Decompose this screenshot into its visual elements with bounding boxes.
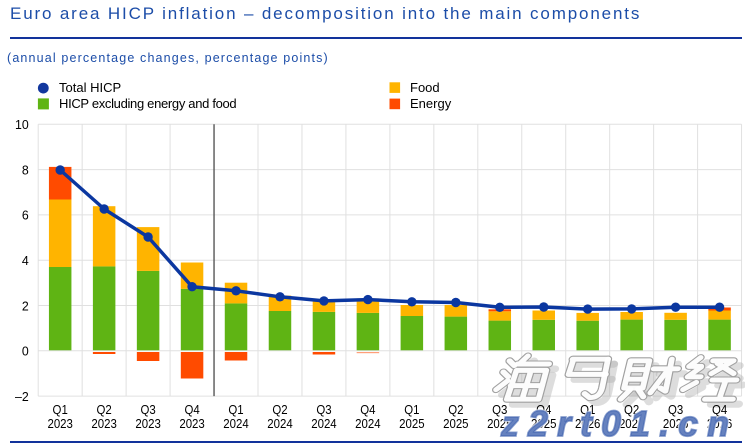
svg-text:2025: 2025 xyxy=(399,417,425,432)
svg-text:2023: 2023 xyxy=(135,417,161,432)
svg-text:2024: 2024 xyxy=(267,417,293,432)
svg-text:2026: 2026 xyxy=(663,417,689,432)
svg-text:Q2: Q2 xyxy=(97,402,112,417)
svg-text:Q3: Q3 xyxy=(668,402,683,417)
svg-text:Q4: Q4 xyxy=(360,402,375,417)
svg-text:Q4: Q4 xyxy=(536,402,551,417)
svg-text:2023: 2023 xyxy=(179,417,205,432)
svg-text:4: 4 xyxy=(22,254,29,268)
svg-text:2026: 2026 xyxy=(707,417,733,432)
svg-text:Q2: Q2 xyxy=(448,402,463,417)
svg-text:Q1: Q1 xyxy=(228,402,243,417)
svg-text:Q4: Q4 xyxy=(184,402,199,417)
svg-text:Q2: Q2 xyxy=(272,402,287,417)
svg-text:6: 6 xyxy=(22,208,29,222)
svg-text:Q4: Q4 xyxy=(712,402,727,417)
svg-text:2024: 2024 xyxy=(355,417,381,432)
svg-text:Q3: Q3 xyxy=(492,402,507,417)
svg-text:–2: –2 xyxy=(15,390,29,404)
svg-text:2024: 2024 xyxy=(311,417,337,432)
svg-text:10: 10 xyxy=(15,118,29,132)
svg-text:2024: 2024 xyxy=(223,417,249,432)
svg-text:2025: 2025 xyxy=(487,417,513,432)
svg-text:2: 2 xyxy=(22,299,29,313)
svg-text:Q2: Q2 xyxy=(624,402,639,417)
svg-text:Q3: Q3 xyxy=(140,402,155,417)
svg-text:Q1: Q1 xyxy=(580,402,595,417)
svg-text:2026: 2026 xyxy=(575,417,601,432)
svg-text:2023: 2023 xyxy=(47,417,73,432)
svg-text:8: 8 xyxy=(22,163,29,177)
svg-text:2023: 2023 xyxy=(91,417,117,432)
svg-text:Q3: Q3 xyxy=(316,402,331,417)
svg-text:2025: 2025 xyxy=(443,417,469,432)
svg-text:Q1: Q1 xyxy=(404,402,419,417)
svg-text:0: 0 xyxy=(22,344,29,358)
svg-text:2025: 2025 xyxy=(531,417,557,432)
svg-text:2026: 2026 xyxy=(619,417,645,432)
svg-text:Q1: Q1 xyxy=(53,402,68,417)
